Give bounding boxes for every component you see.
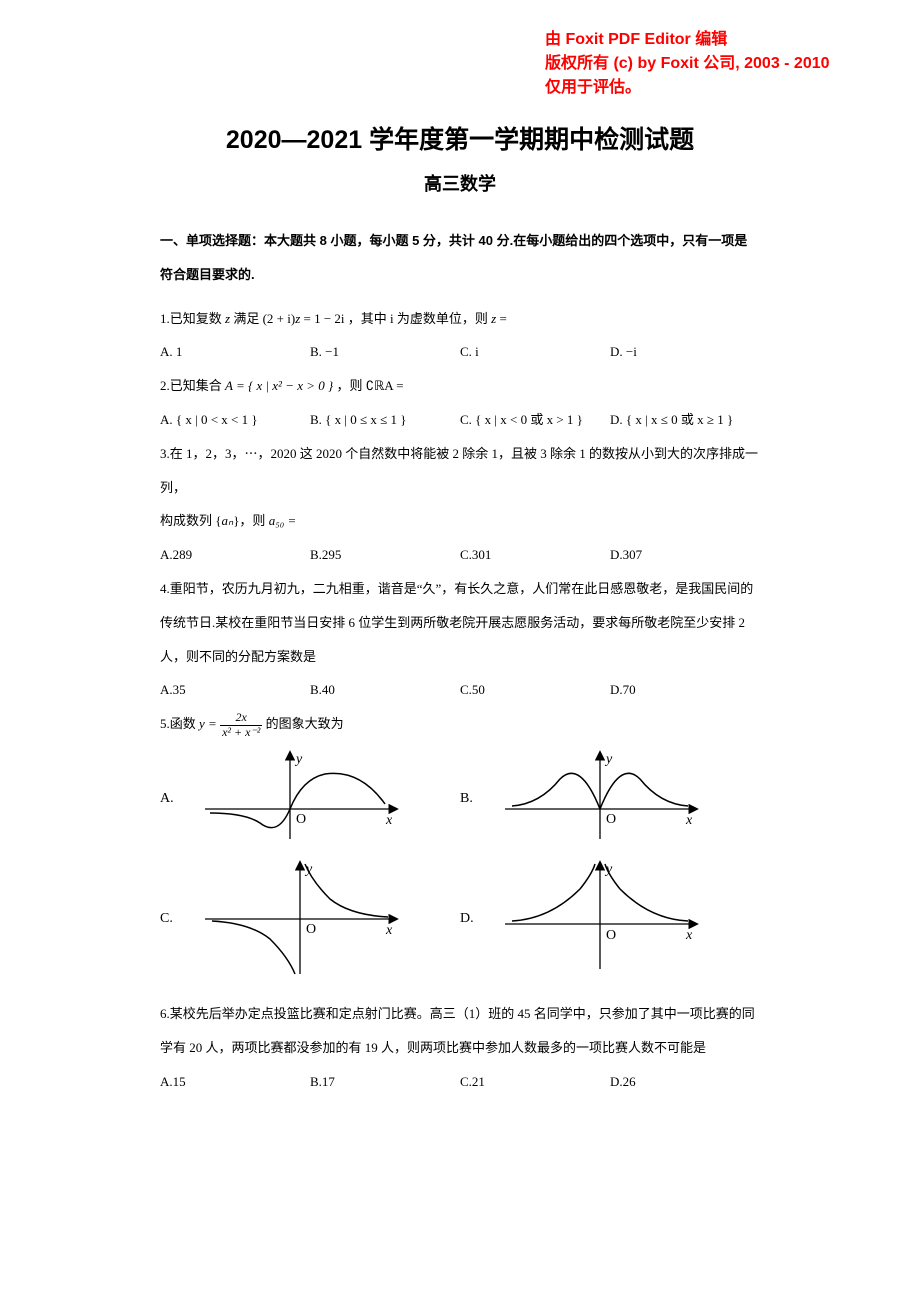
q5-graph-b: B. y x O: [460, 749, 760, 849]
q5-stem-b: 的图象大致为: [262, 716, 343, 731]
q5-svg-c: y x O: [200, 859, 400, 979]
q3-stem2b: }，则: [233, 513, 269, 528]
q5-svg-a: y x O: [200, 749, 400, 849]
q1-options: A. 1 B. −1 C. i D. −i: [160, 335, 760, 369]
axis-y: y: [294, 752, 303, 767]
q3-opt-d: D.307: [610, 538, 760, 572]
q5-svg-d: y x O: [500, 859, 700, 979]
axis-o: O: [306, 922, 316, 937]
q6-opt-b: B.17: [310, 1065, 460, 1099]
q3-an: aₙ: [222, 513, 234, 528]
q5-frac: 2xx² + x⁻²: [220, 711, 262, 738]
q1-stem-b: 满足 (2 + i): [230, 311, 295, 326]
q2-stem-a: 2.已知集合: [160, 378, 225, 393]
watermark-line3: 仅用于评估。: [545, 76, 830, 100]
q5-frac-num: 2x: [220, 711, 262, 725]
q3-a50: a₅₀ =: [269, 513, 297, 528]
q5-graph-a: A. y x O: [160, 749, 460, 849]
exam-page: 2020—2021 学年度第一学期期中检测试题 高三数学 一、单项选择题：本大题…: [0, 0, 920, 1138]
q5-yeq: y =: [199, 716, 220, 731]
q2-opt-d: D. { x | x ≤ 0 或 x ≥ 1 }: [610, 403, 760, 437]
q2-opt-a: A. { x | 0 < x < 1 }: [160, 403, 310, 437]
watermark-line1: 由 Foxit PDF Editor 编辑: [545, 28, 830, 52]
section1-heading: 一、单项选择题：本大题共 8 小题，每小题 5 分，共计 40 分.在每小题给出…: [160, 224, 760, 292]
q1-opt-b: B. −1: [310, 335, 460, 369]
q5-label-b: B.: [460, 791, 500, 807]
q1-stem-d: =: [496, 311, 507, 326]
axis-x: x: [385, 923, 393, 938]
q4-opt-b: B.40: [310, 673, 460, 707]
q5-stem: 5.函数 y = 2xx² + x⁻² 的图象大致为: [160, 707, 760, 741]
q2-stem-b: ，则: [333, 378, 366, 393]
q2-options: A. { x | 0 < x < 1 } B. { x | 0 ≤ x ≤ 1 …: [160, 403, 760, 437]
axis-x: x: [685, 928, 693, 943]
q1-stem-c: = 1 − 2i ，其中 i 为虚数单位，则: [300, 311, 491, 326]
axis-o: O: [296, 812, 306, 827]
title-main: 2020—2021 学年度第一学期期中检测试题: [160, 120, 760, 156]
q3-opt-b: B.295: [310, 538, 460, 572]
q5-label-c: C.: [160, 911, 200, 927]
q5-graph-d: D. y x O: [460, 859, 760, 979]
q1-stem-a: 1.已知复数: [160, 311, 225, 326]
axis-y: y: [604, 752, 613, 767]
title-sub: 高三数学: [160, 170, 760, 196]
watermark-line2: 版权所有 (c) by Foxit 公司, 2003 - 2010: [545, 52, 830, 76]
axis-x: x: [685, 813, 693, 828]
q4-opt-d: D.70: [610, 673, 760, 707]
axis-o: O: [606, 812, 616, 827]
q6-opt-d: D.26: [610, 1065, 760, 1099]
q2-opt-c: C. { x | x < 0 或 x > 1 }: [460, 403, 610, 437]
q5-stem-a: 5.函数: [160, 716, 199, 731]
q2-set: A = { x | x² − x > 0 }: [225, 378, 333, 393]
q4-options: A.35 B.40 C.50 D.70: [160, 673, 760, 707]
q3-options: A.289 B.295 C.301 D.307: [160, 538, 760, 572]
q1-stem: 1.已知复数 z 满足 (2 + i)z = 1 − 2i ，其中 i 为虚数单…: [160, 302, 760, 336]
q5-frac-den: x² + x⁻²: [220, 726, 262, 739]
q2-complement: ∁ℝA =: [366, 378, 404, 393]
q3-stem2: 构成数列 {aₙ}，则 a₅₀ =: [160, 504, 760, 538]
q1-opt-c: C. i: [460, 335, 610, 369]
q5-label-a: A.: [160, 791, 200, 807]
q3-opt-c: C.301: [460, 538, 610, 572]
q1-opt-d: D. −i: [610, 335, 760, 369]
q2-stem: 2.已知集合 A = { x | x² − x > 0 } ，则 ∁ℝA =: [160, 369, 760, 403]
q5-graph-c: C. y x O: [160, 859, 460, 979]
q2-opt-b: B. { x | 0 ≤ x ≤ 1 }: [310, 403, 460, 437]
q5-graphs: A. y x O B. y x: [160, 749, 760, 989]
foxit-watermark: 由 Foxit PDF Editor 编辑 版权所有 (c) by Foxit …: [545, 28, 830, 100]
q6-options: A.15 B.17 C.21 D.26: [160, 1065, 760, 1099]
q3-opt-a: A.289: [160, 538, 310, 572]
q4-stem: 4.重阳节，农历九月初九，二九相重，谐音是“久”，有长久之意，人们常在此日感恩敬…: [160, 572, 760, 673]
axis-x: x: [385, 813, 393, 828]
q3-stem1: 3.在 1，2，3，⋯，2020 这 2020 个自然数中将能被 2 除余 1，…: [160, 437, 760, 505]
q4-opt-c: C.50: [460, 673, 610, 707]
q3-stem2a: 构成数列 {: [160, 513, 222, 528]
axis-o: O: [606, 928, 616, 943]
q6-opt-a: A.15: [160, 1065, 310, 1099]
q5-svg-b: y x O: [500, 749, 700, 849]
q6-stem: 6.某校先后举办定点投篮比赛和定点射门比赛。高三（1）班的 45 名同学中，只参…: [160, 997, 760, 1065]
q6-opt-c: C.21: [460, 1065, 610, 1099]
q1-opt-a: A. 1: [160, 335, 310, 369]
q4-opt-a: A.35: [160, 673, 310, 707]
q5-label-d: D.: [460, 911, 500, 927]
